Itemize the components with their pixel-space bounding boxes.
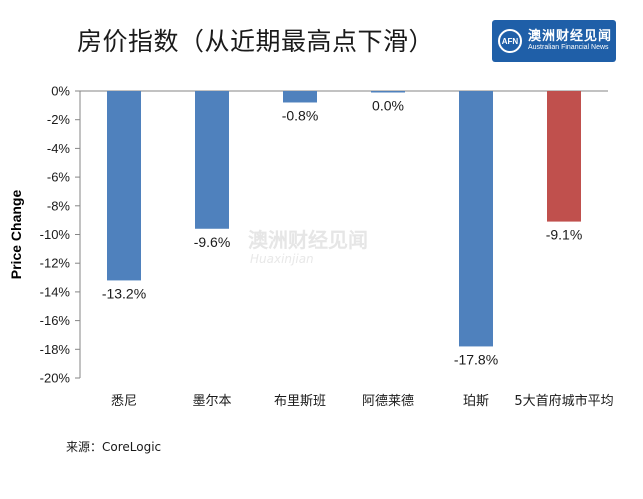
data-label: -9.6% — [194, 234, 231, 250]
category-label: 阿德莱德 — [362, 394, 414, 409]
y-tick-label: -6% — [47, 170, 71, 185]
y-tick-label: -4% — [47, 141, 71, 156]
data-label: -13.2% — [102, 285, 146, 301]
category-label: 墨尔本 — [192, 394, 231, 409]
logo-name-en: Australian Financial News — [528, 44, 609, 52]
category-label: 布里斯班 — [274, 394, 326, 409]
bar — [371, 91, 405, 93]
bar — [283, 91, 317, 103]
page-title: 房价指数（从近期最高点下滑） — [77, 27, 435, 56]
watermark-en: Huaxinjian — [250, 252, 314, 266]
brand-logo: AFN 澳洲财经见闻 Australian Financial News — [492, 20, 616, 62]
y-tick-label: -2% — [47, 112, 71, 127]
y-tick-label: -14% — [40, 284, 71, 299]
y-axis-title: Price Change — [8, 190, 24, 280]
y-tick-label: -10% — [40, 227, 71, 242]
data-label: -0.8% — [282, 107, 319, 123]
bar — [195, 91, 229, 229]
category-label: 5大首府城市平均 — [514, 393, 613, 409]
logo-badge-icon: AFN — [498, 29, 522, 53]
bar — [459, 91, 493, 347]
source-note: 来源：CoreLogic — [66, 440, 162, 454]
y-tick-label: -16% — [40, 313, 71, 328]
logo-text: 澳洲财经见闻 Australian Financial News — [528, 29, 613, 52]
y-tick-label: 0% — [51, 84, 70, 99]
bar — [107, 91, 141, 281]
y-tick-label: -20% — [40, 371, 71, 386]
data-label: -9.1% — [546, 227, 583, 243]
category-label: 悉尼 — [111, 394, 137, 409]
logo-name-cn: 澳洲财经见闻 — [528, 29, 613, 44]
bar — [547, 91, 581, 222]
y-tick-label: -18% — [40, 342, 71, 357]
watermark-cn: 澳洲财经见闻 — [248, 228, 368, 252]
y-tick-label: -8% — [47, 198, 71, 213]
y-tick-label: -12% — [40, 256, 71, 271]
data-label: 0.0% — [372, 98, 404, 114]
data-label: -17.8% — [454, 351, 498, 367]
category-label: 珀斯 — [463, 394, 489, 409]
